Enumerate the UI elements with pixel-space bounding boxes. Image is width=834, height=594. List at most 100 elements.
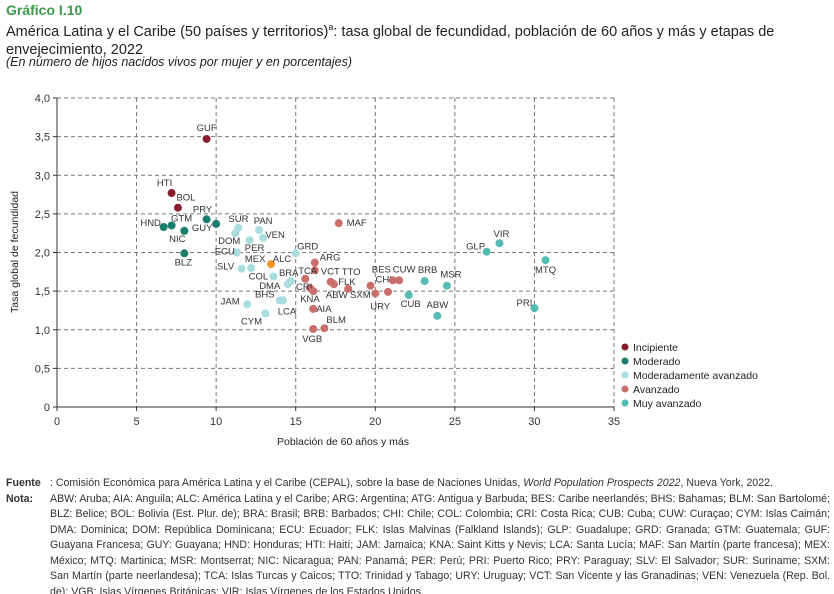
x-tick-label: 15 [290,416,302,428]
y-tick-label: 3,0 [35,170,50,182]
source-body: : Comisión Económica para América Latina… [50,477,524,489]
title-rest: : tasa global de fecundidad, población d… [6,23,775,58]
y-tick-label: 2,5 [35,209,50,221]
point-label: ARG [320,253,341,264]
legend-entry: Moderadamente avanzado [633,370,758,382]
data-point-cub [404,290,413,299]
footer: Fuente : Comisión Económica para América… [6,476,830,594]
data-point-pry [202,215,211,224]
data-point-nic [180,226,189,235]
point-label: MAF [347,218,367,229]
data-point-tca [301,274,310,283]
legend-marker [621,399,629,407]
data-point-sxm [384,287,393,296]
source-text: : Comisión Económica para América Latina… [50,476,830,492]
data-point-ecu [232,248,241,257]
point-label: PAN [254,216,273,227]
data-point-vgb [309,324,318,333]
legend-marker [621,343,629,351]
point-label: BLZ [175,257,193,268]
data-point-blm [320,324,329,333]
point-label: PER [245,243,265,254]
data-point-mex [247,263,256,272]
x-tick-label: 5 [134,416,140,428]
data-point-mtq [541,256,550,265]
data-point-pri [530,304,539,313]
data-point-lca [278,296,287,305]
y-tick-label: 1,0 [35,325,50,337]
source-end: , Nueva York, 2022. [680,477,773,489]
note-row: Nota: ABW: Aruba; AIA: Anguila; ALC: Amé… [6,492,830,594]
point-label: MEX [245,254,266,265]
data-point-hnd [159,223,168,232]
point-label: VCT [321,266,340,277]
data-point-ury [371,289,380,298]
data-point-abw [329,280,338,289]
point-label: BRB [418,265,438,276]
point-label: HND [140,218,161,229]
point-label: GUY [192,223,213,234]
data-point-guy [212,219,221,228]
data-point-vir [495,239,504,248]
point-label: ABW [427,300,449,311]
y-tick-label: 3,5 [35,132,50,144]
source-label: Fuente [6,477,41,489]
point-label: KNA [300,294,320,305]
figure-number: Gráfico I.10 [6,2,83,18]
data-point-brb [420,277,429,286]
point-label: VEN [265,230,285,241]
legend-marker [621,371,629,379]
y-tick-label: 0 [44,402,50,414]
data-point-hti [167,189,176,198]
point-label: VGB [302,334,322,345]
point-label: CYM [241,317,262,328]
data-point-guf [202,134,211,143]
point-label: NIC [169,234,186,245]
y-tick-label: 0,5 [35,363,50,375]
data-point-arg [310,258,319,267]
point-label: ABW [326,290,348,301]
point-label: GUF [197,123,217,134]
point-label: BLM [326,315,346,326]
data-point-bes [388,276,397,285]
point-label: BRA [279,268,299,279]
point-label: HTI [157,178,172,189]
y-tick-label: 1,5 [35,286,50,298]
point-label: DMA [259,281,281,292]
point-label: GRD [297,241,318,252]
data-point-maf [334,219,343,228]
legend-entry: Incipiente [633,342,678,354]
point-label: PRI [517,298,533,309]
point-label: TTO [342,267,361,278]
data-point-vct [310,266,319,275]
legend-marker [621,357,629,365]
data-point-flk [344,284,353,293]
point-label: URY [370,301,391,312]
note-label-text: Nota [6,492,30,505]
point-label: DOM [218,236,240,247]
title-main: América Latina y el Caribe (50 países y … [6,23,329,40]
point-label: SUR [228,214,248,225]
data-point-cuw [395,276,404,285]
data-point-abw [433,311,442,320]
point-label: GLP [466,242,485,253]
data-point-msr [442,281,451,290]
data-point-col [269,272,278,281]
data-point-bra [286,277,295,286]
point-label: CUB [401,299,421,310]
source-publication: World Population Prospects 2022 [523,477,681,489]
point-label: MSR [440,270,461,281]
x-tick-label: 35 [608,416,620,428]
point-label: AIA [316,304,332,315]
note-label: Nota: [6,492,34,505]
point-label: MTQ [535,265,556,276]
data-point-ven [259,233,268,242]
title-footnote-mark: a [328,22,334,32]
y-tick-label: 4,0 [35,93,50,105]
point-label: CRI [296,282,312,293]
point-label: BHS [255,289,275,300]
data-point-alc [267,260,276,269]
point-label: ECU [215,247,235,258]
y-axis-label: Tasa global de fecundidad [9,191,21,313]
